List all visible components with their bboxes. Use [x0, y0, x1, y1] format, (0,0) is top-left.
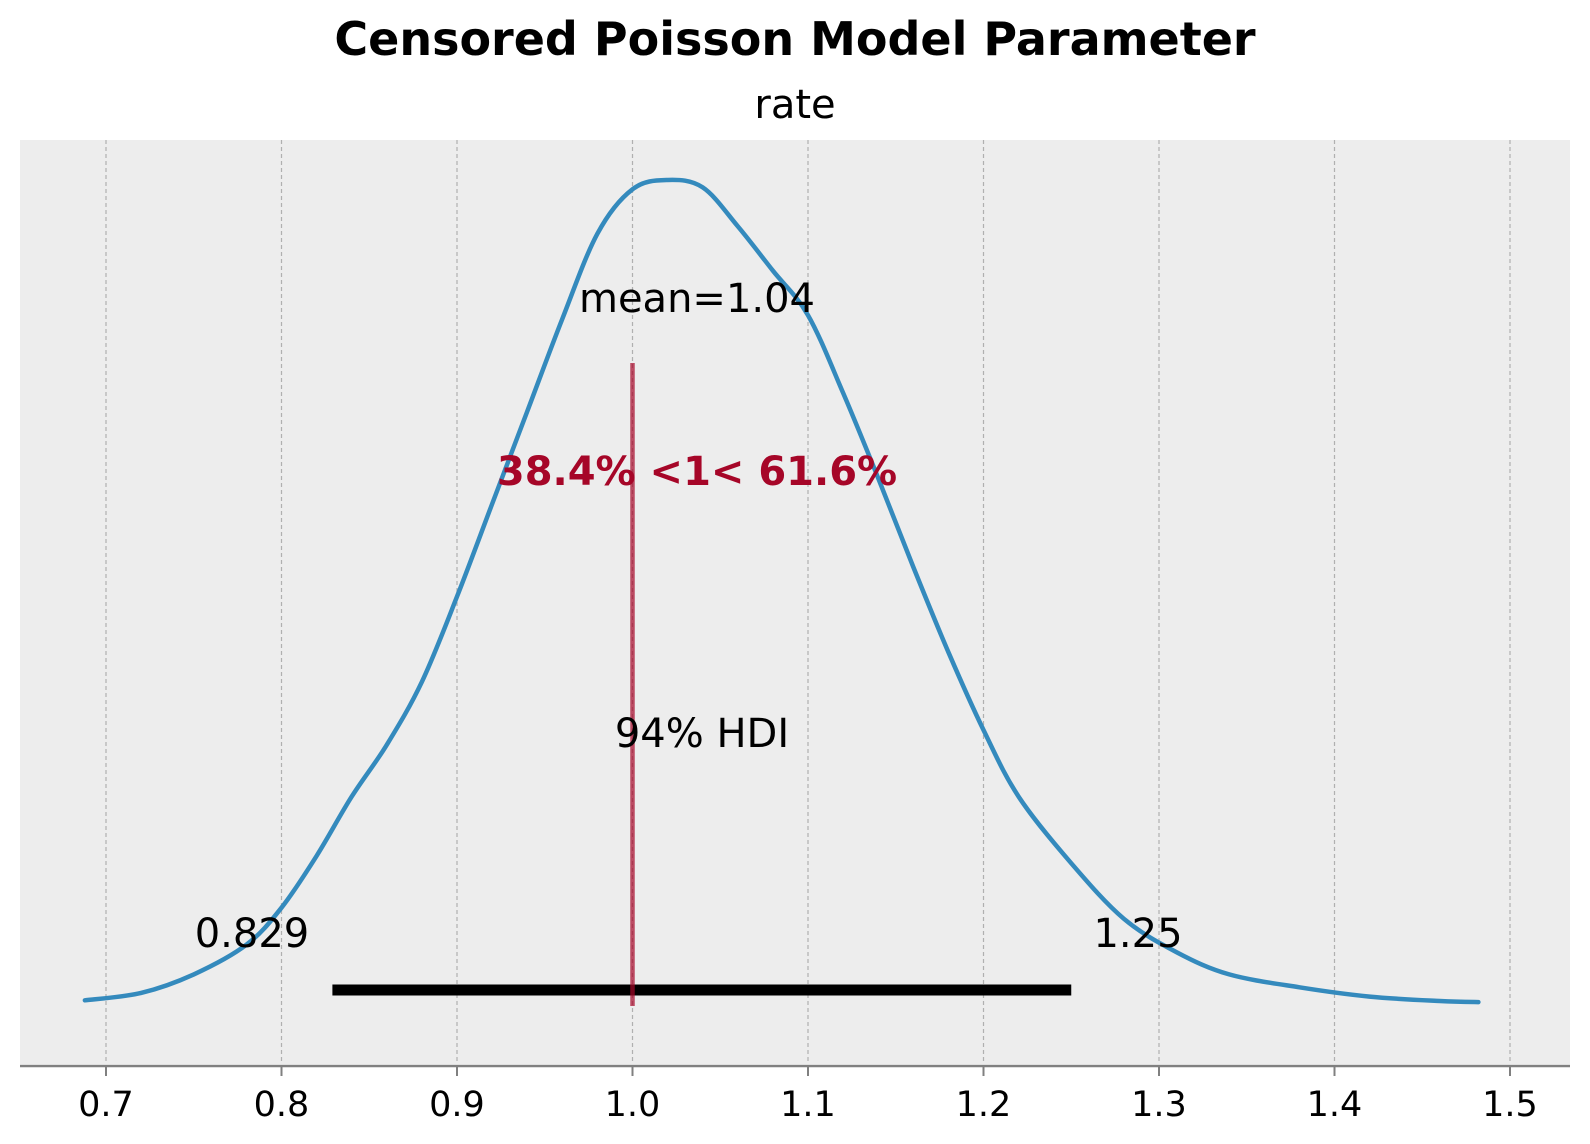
density-curve — [82, 177, 1481, 1005]
x-tick-label: 0.7 — [78, 1085, 134, 1125]
reference-label: 38.4% <1< 61.6% — [497, 449, 897, 495]
hdi-low-label: 0.829 — [195, 911, 310, 957]
hdi-label: 94% HDI — [615, 711, 789, 757]
mean-label: mean=1.04 — [579, 276, 815, 322]
chart-subtitle: rate — [754, 82, 836, 128]
x-ticks: 0.7 0.8 0.9 1.0 1.1 1.2 1.3 1.4 1.5 — [78, 1066, 1538, 1125]
x-tick-label: 1.4 — [1307, 1085, 1363, 1125]
x-tick-label: 1.2 — [956, 1085, 1012, 1125]
x-tick-label: 1.1 — [780, 1085, 836, 1125]
x-tick-label: 1.3 — [1131, 1085, 1187, 1125]
x-tick-label: 0.9 — [429, 1085, 485, 1125]
x-tick-label: 0.8 — [254, 1085, 310, 1125]
hdi-high-label: 1.25 — [1093, 911, 1182, 957]
x-tick-label: 1.5 — [1482, 1085, 1538, 1125]
x-tick-label: 1.0 — [605, 1085, 661, 1125]
chart-title: Censored Poisson Model Parameter — [334, 12, 1256, 66]
